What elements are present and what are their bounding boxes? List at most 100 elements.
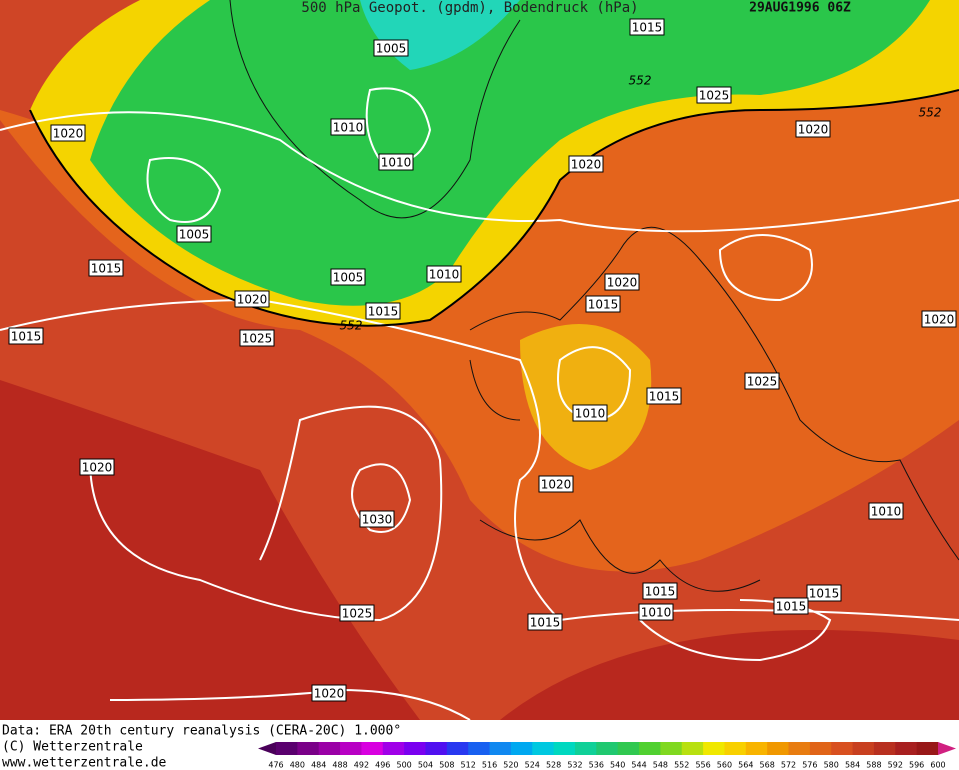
colorbar-label: 600 (930, 761, 945, 770)
isobar-label: 1020 (237, 293, 268, 307)
isobar-label-box (8, 327, 44, 345)
colorbar-label: 496 (375, 761, 390, 770)
isobar-label: 1015 (649, 390, 680, 404)
colorbar-swatch (489, 742, 512, 755)
isobar-label: 1025 (242, 332, 273, 346)
isobar (351, 463, 412, 533)
colorbar-swatch (724, 742, 747, 755)
isobar-label: 1020 (607, 276, 638, 290)
isobar-label: 1015 (588, 298, 619, 312)
isobar-label: 1015 (91, 262, 122, 276)
isobar-label: 1020 (541, 478, 572, 492)
colorbar-arrow (258, 742, 276, 755)
colorbar-swatch (660, 742, 683, 755)
isobar-label: 1020 (798, 123, 829, 137)
colorbar-swatch (703, 742, 725, 755)
isobar (146, 157, 222, 223)
isobar-label-box (239, 329, 275, 347)
colorbar-label: 556 (695, 761, 710, 770)
isobar-label-box (568, 155, 604, 173)
colorbar-swatch (382, 742, 405, 755)
isobar-label-box (373, 39, 409, 57)
colorbar-label: 540 (610, 761, 625, 770)
isobar-label-box (629, 18, 665, 36)
colorbar-swatch (297, 742, 320, 755)
colorbar-label: 544 (631, 761, 646, 770)
isobar-label: 1020 (82, 461, 113, 475)
isobar-label-box (696, 86, 732, 104)
isobar-label: 1005 (333, 271, 364, 285)
isobar-label-box (572, 404, 608, 422)
isobar-label: 1015 (632, 21, 663, 35)
isobar-label: 1020 (53, 127, 84, 141)
isobar-label: 1010 (333, 121, 364, 135)
colorbar-label: 516 (482, 761, 497, 770)
colorbar-label: 572 (781, 761, 796, 770)
isobar (718, 234, 813, 302)
colorbar-swatch (361, 742, 384, 755)
colorbar-swatch (404, 742, 426, 755)
colorbar-swatch (852, 742, 875, 755)
isobar-label: 1005 (179, 228, 210, 242)
isobar-label: 1025 (342, 607, 373, 621)
colorbar-label: 568 (760, 761, 775, 770)
colorbar-label: 584 (845, 761, 860, 770)
colorbar-label: 504 (418, 761, 433, 770)
colorbar-swatch (318, 742, 341, 755)
isobar-label: 1020 (571, 158, 602, 172)
colorbar-label: 528 (546, 761, 561, 770)
colorbar-swatch (873, 742, 896, 755)
colorbar-label: 508 (439, 761, 454, 770)
colorbar-label: 524 (525, 761, 540, 770)
isobar-label-box (365, 302, 401, 320)
isobar-label: 1010 (641, 606, 672, 620)
colorbar-swatch (596, 742, 619, 755)
isobar-label: 1010 (575, 407, 606, 421)
colorbar-label: 592 (888, 761, 903, 770)
colorbar-swatch (788, 742, 811, 755)
isobar-label-box (339, 604, 375, 622)
colorbar-label: 520 (503, 761, 518, 770)
colorbar-swatch (510, 742, 533, 755)
colorbar-label: 564 (738, 761, 753, 770)
colorbar-label: 480 (290, 761, 305, 770)
colorbar-label: 488 (332, 761, 347, 770)
colorbar-swatch (916, 742, 939, 755)
isobar-label-box (604, 273, 640, 291)
colorbar-label: 552 (674, 761, 689, 770)
colorbar-swatch (553, 742, 576, 755)
colorbar-label: 580 (824, 761, 839, 770)
height-label: 552 (919, 106, 942, 120)
colorbar: 476 480 484 488 492 496 500 504 508 512 516 520 524 5… (258, 742, 956, 770)
isobar-label: 1025 (699, 89, 730, 103)
isobar-label-box (50, 124, 86, 142)
isobar-label-box (868, 502, 904, 520)
colorbar-swatch (809, 742, 832, 755)
map-fields (0, 0, 959, 720)
colorbar-label: 576 (802, 761, 817, 770)
isobar-label-box (773, 597, 809, 615)
isobar-label: 1025 (747, 375, 778, 389)
isobar-label: 1015 (11, 330, 42, 344)
colorbar-label: 588 (866, 761, 881, 770)
isobar-labels: 1005 1015 1025 1020 1010 1010 1020 1020 1005 1015… (8, 18, 957, 702)
isobar-label-box (378, 153, 414, 171)
colorbar-label: 532 (567, 761, 582, 770)
colorbar-swatch (425, 742, 448, 755)
map-title: 500 hPa Geopot. (gpdm), Bodendruck (hPa) (301, 0, 638, 16)
colorbar-label: 484 (311, 761, 326, 770)
isobar-label: 1015 (776, 600, 807, 614)
isobar-label-box (585, 295, 621, 313)
field-yellow (520, 324, 652, 470)
isobar-label: 1005 (376, 42, 407, 56)
colorbar-swatch (617, 742, 640, 755)
colorbar-swatch (446, 742, 469, 755)
colorbar-label: 512 (461, 761, 476, 770)
colorbar-swatch (468, 742, 491, 755)
colorbar-label: 596 (909, 761, 924, 770)
footer-url: www.wetterzentrale.de (2, 756, 167, 770)
colorbar-swatch (639, 742, 661, 755)
colorbar-arrow (938, 742, 956, 755)
